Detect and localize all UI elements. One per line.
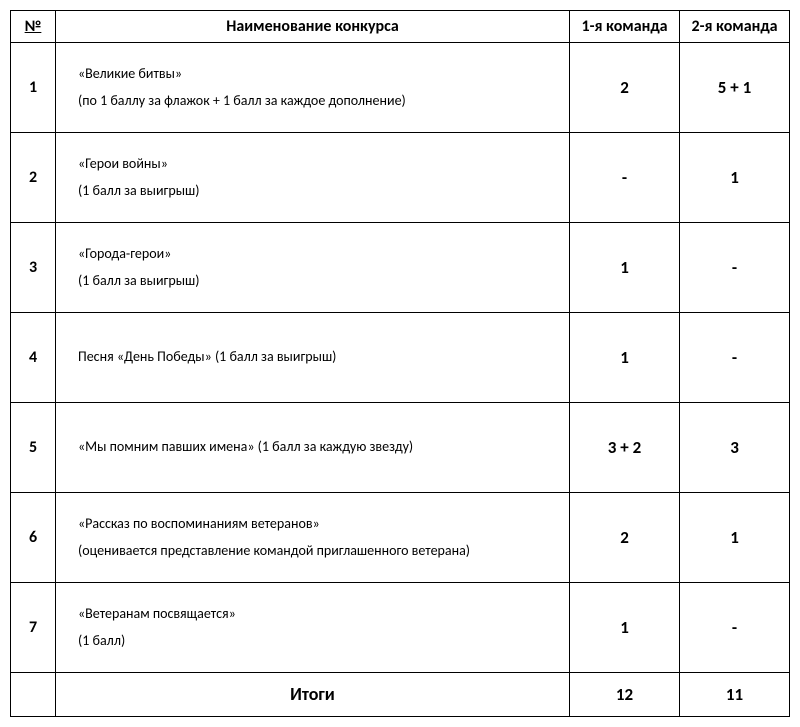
row-num: 3	[11, 223, 56, 313]
row-num: 6	[11, 493, 56, 583]
row-name: Песня «День Победы» (1 балл за выигрыш)	[56, 313, 570, 403]
totals-num-empty	[11, 673, 56, 717]
team1-score: 3 + 2	[570, 403, 680, 493]
row-num: 1	[11, 43, 56, 133]
competition-title: «Мы помним павших имена» (1 балл за кажд…	[78, 438, 559, 456]
competition-note: (1 балл за выигрыш)	[78, 268, 559, 295]
totals-team2: 11	[680, 673, 790, 717]
row-num: 4	[11, 313, 56, 403]
header-team2: 2-я команда	[680, 11, 790, 43]
row-name: «Ветеранам посвящается» (1 балл)	[56, 583, 570, 673]
table-row: 1 «Великие битвы» (по 1 баллу за флажок …	[11, 43, 790, 133]
table-row: 5 «Мы помним павших имена» (1 балл за ка…	[11, 403, 790, 493]
table-row: 2 «Герои войны» (1 балл за выигрыш) - 1	[11, 133, 790, 223]
team1-score: 1	[570, 223, 680, 313]
competition-title: «Города-герои»	[78, 241, 559, 268]
team2-score: -	[680, 313, 790, 403]
row-name: «Рассказ по воспоминаниям ветеранов» (оц…	[56, 493, 570, 583]
competition-note: (1 балл за выигрыш)	[78, 178, 559, 205]
table-header-row: № Наименование конкурса 1-я команда 2-я …	[11, 11, 790, 43]
team2-score: 1	[680, 133, 790, 223]
team1-score: 2	[570, 43, 680, 133]
team1-score: 1	[570, 583, 680, 673]
row-name: «Великие битвы» (по 1 баллу за флажок + …	[56, 43, 570, 133]
table-row: 6 «Рассказ по воспоминаниям ветеранов» (…	[11, 493, 790, 583]
team2-score: 5 + 1	[680, 43, 790, 133]
competition-note: (по 1 баллу за флажок + 1 балл за каждое…	[78, 88, 559, 115]
competition-note: (1 балл)	[78, 628, 559, 655]
row-num: 5	[11, 403, 56, 493]
header-name: Наименование конкурса	[56, 11, 570, 43]
team1-score: 2	[570, 493, 680, 583]
competition-score-table: № Наименование конкурса 1-я команда 2-я …	[10, 10, 790, 717]
competition-note: (оценивается представление командой приг…	[78, 538, 559, 565]
table-row: 4 Песня «День Победы» (1 балл за выигрыш…	[11, 313, 790, 403]
team2-score: 3	[680, 403, 790, 493]
team1-score: 1	[570, 313, 680, 403]
totals-row: Итоги 12 11	[11, 673, 790, 717]
totals-team1: 12	[570, 673, 680, 717]
competition-title: «Ветеранам посвящается»	[78, 601, 559, 628]
competition-title: «Рассказ по воспоминаниям ветеранов»	[78, 511, 559, 538]
totals-label: Итоги	[56, 673, 570, 717]
competition-title: «Великие битвы»	[78, 61, 559, 88]
row-num: 7	[11, 583, 56, 673]
row-name: «Мы помним павших имена» (1 балл за кажд…	[56, 403, 570, 493]
header-team1: 1-я команда	[570, 11, 680, 43]
table-row: 7 «Ветеранам посвящается» (1 балл) 1 -	[11, 583, 790, 673]
team2-score: -	[680, 583, 790, 673]
competition-title: «Герои войны»	[78, 151, 559, 178]
row-name: «Города-герои» (1 балл за выигрыш)	[56, 223, 570, 313]
team2-score: -	[680, 223, 790, 313]
row-num: 2	[11, 133, 56, 223]
team1-score: -	[570, 133, 680, 223]
team2-score: 1	[680, 493, 790, 583]
table-row: 3 «Города-герои» (1 балл за выигрыш) 1 -	[11, 223, 790, 313]
competition-title: Песня «День Победы» (1 балл за выигрыш)	[78, 348, 559, 366]
row-name: «Герои войны» (1 балл за выигрыш)	[56, 133, 570, 223]
header-num: №	[11, 11, 56, 43]
